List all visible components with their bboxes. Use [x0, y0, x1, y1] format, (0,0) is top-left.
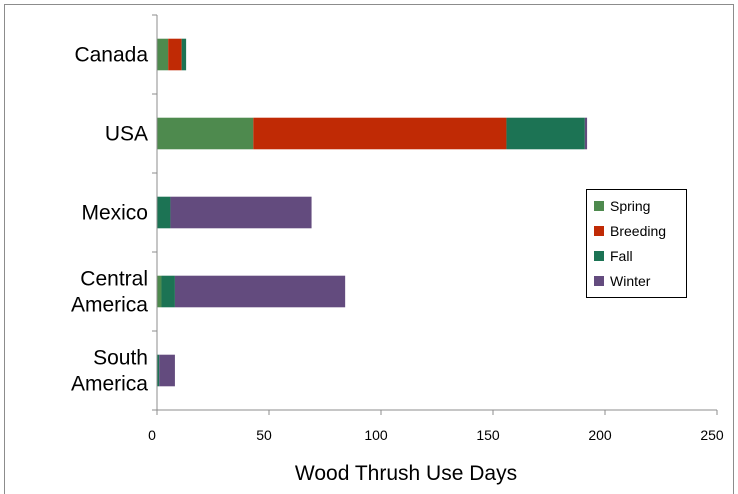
category-label: Canada [74, 44, 148, 67]
bar-segment-winter [174, 275, 346, 308]
category-labels: Canada USA Mexico Central America South Americ… [71, 44, 148, 396]
category-label: USA [105, 123, 148, 146]
bar-segment-fall [161, 275, 175, 308]
bar-segment-fall [181, 38, 187, 71]
category-label: Central [80, 268, 148, 291]
legend-swatch [594, 201, 604, 211]
x-axis-title: Wood Thrush Use Days [295, 462, 517, 485]
bar-segment-fall [506, 117, 585, 150]
bars-layer [157, 38, 588, 387]
bar-segment-winter [159, 354, 175, 387]
legend-swatch [594, 251, 604, 261]
bar-segment-winter [170, 196, 312, 229]
bar-segment-spring [157, 117, 254, 150]
legend-swatch [594, 226, 604, 236]
bar-segment-breeding [253, 117, 507, 150]
x-axis-ticks: 0 50 100 150 200 250 [148, 410, 724, 443]
legend-label: Spring [610, 198, 650, 214]
bar-segment-fall [157, 354, 160, 387]
x-tick-label: 100 [364, 427, 388, 443]
category-label: America [71, 373, 148, 396]
x-tick-label: 200 [588, 427, 612, 443]
x-tick-label: 50 [256, 427, 272, 443]
bar-segment-winter [584, 117, 588, 150]
category-label: America [71, 294, 148, 317]
x-tick-label: 250 [700, 427, 724, 443]
bar-segment-fall [157, 196, 171, 229]
y-axis-ticks [152, 14, 157, 411]
category-label: Mexico [81, 202, 148, 225]
legend-label: Breeding [610, 223, 666, 239]
bar-segment-spring [157, 38, 169, 71]
category-label: South [93, 347, 148, 370]
bar-segment-breeding [168, 38, 182, 71]
legend-label: Winter [610, 273, 651, 289]
legend: Spring Breeding Fall Winter [586, 189, 687, 298]
legend-swatch [594, 276, 604, 286]
bar-segment-spring [157, 275, 162, 308]
x-tick-label: 150 [476, 427, 500, 443]
x-tick-label: 0 [148, 427, 156, 443]
legend-label: Fall [610, 248, 633, 264]
